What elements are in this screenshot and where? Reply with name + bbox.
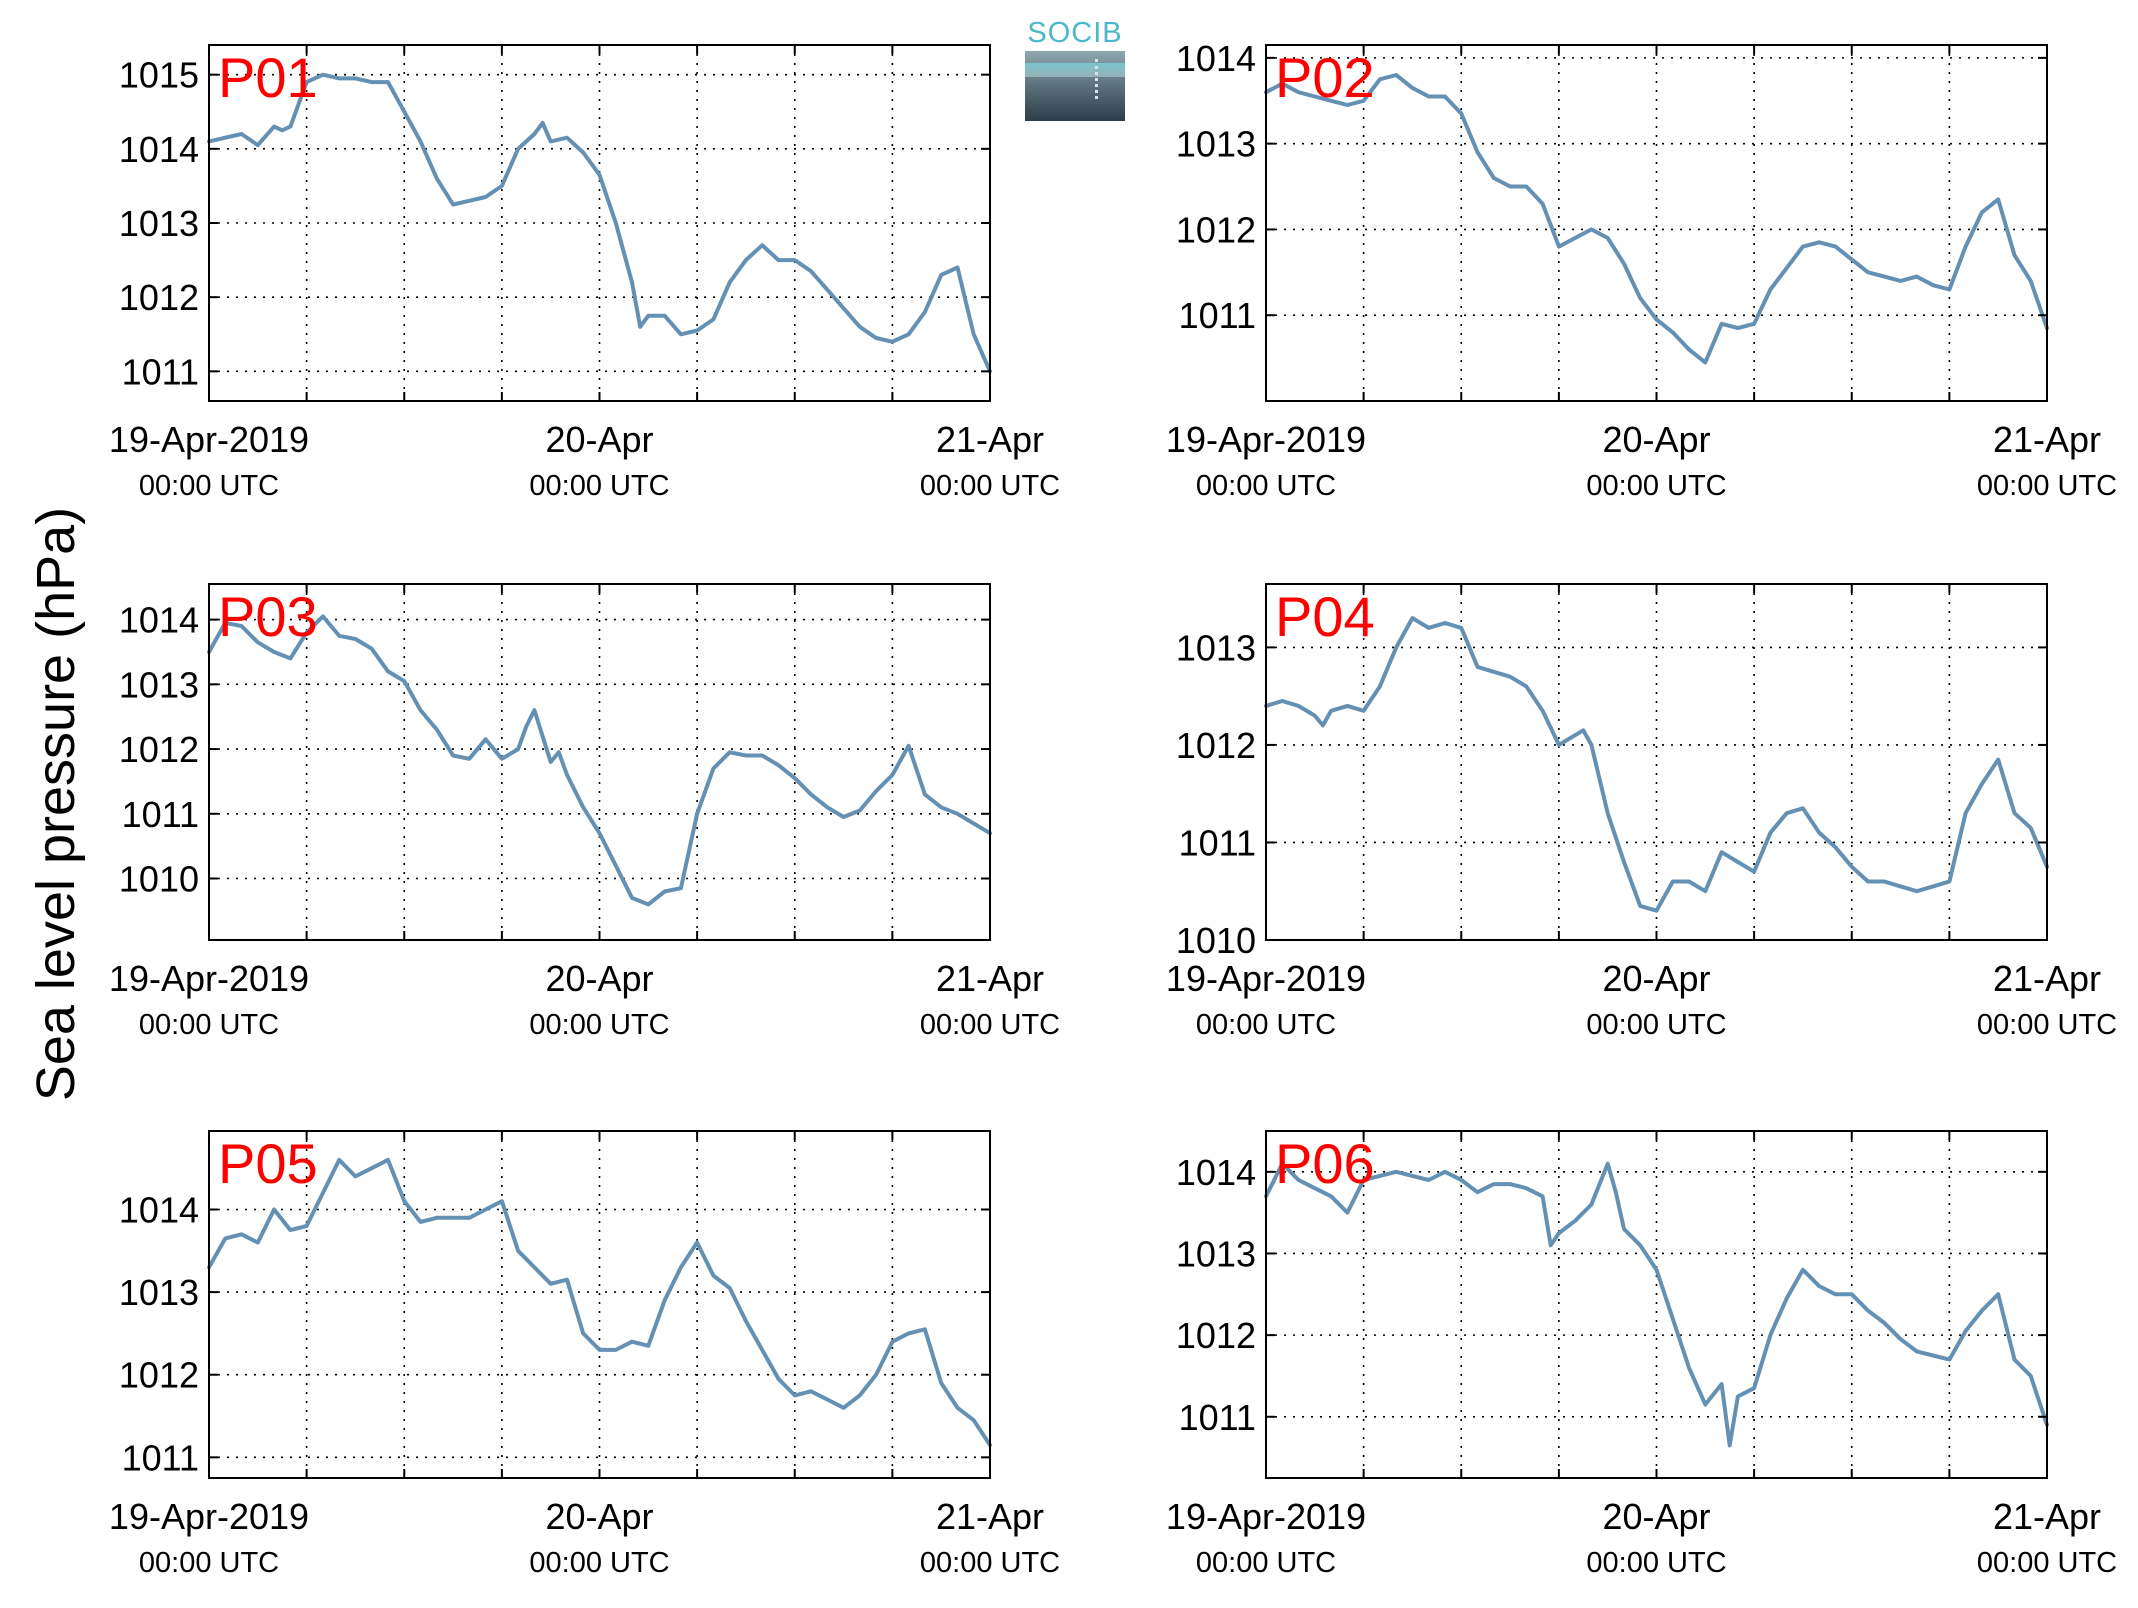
- x-tick-label-time: 00:00 UTC: [1196, 1547, 1336, 1579]
- y-tick-label: 1013: [119, 203, 199, 244]
- y-tick-label: 1011: [1179, 295, 1256, 336]
- x-tick-label-date: 21-Apr: [936, 958, 1044, 999]
- y-tick-label: 1011: [122, 1437, 199, 1478]
- y-tick-label: 1012: [1176, 725, 1256, 766]
- station-label-p04: P04: [1275, 585, 1375, 648]
- station-label-p05: P05: [218, 1132, 318, 1195]
- y-tick-label: 1012: [1176, 209, 1256, 250]
- y-axis-label: Sea level pressure (hPa): [26, 506, 86, 1102]
- panel-p03: 1010 1011 1012 1013 1014 19-Apr-2019 00:00 UTC…: [109, 583, 1060, 1041]
- pressure-series-line: [1264, 616, 2049, 913]
- x-tick-label-date: 19-Apr-2019: [1166, 419, 1366, 460]
- x-tick-label-time: 00:00 UTC: [920, 470, 1060, 502]
- x-tick-label-time: 00:00 UTC: [1196, 470, 1336, 502]
- y-tick-label: 1012: [119, 729, 199, 770]
- x-tick-label-date: 19-Apr-2019: [1166, 958, 1366, 999]
- y-tick-label: 1011: [1179, 822, 1256, 863]
- x-tick-label-date: 21-Apr: [1993, 419, 2101, 460]
- x-tick-label-time: 00:00 UTC: [1586, 1009, 1726, 1041]
- panel-p02: 1011 1012 1013 1014 19-Apr-2019 00:00 UTC 20-A…: [1166, 38, 2117, 502]
- pressure-series-line: [207, 614, 992, 907]
- pressure-series-line: [207, 72, 992, 374]
- station-label-p01: P01: [218, 46, 318, 109]
- y-tick-label: 1013: [1176, 124, 1256, 165]
- x-tick-label-time: 00:00 UTC: [1977, 1547, 2117, 1579]
- station-label-p06: P06: [1275, 1132, 1375, 1195]
- y-tick-label: 1013: [1176, 627, 1256, 668]
- y-tick-label: 1013: [1176, 1233, 1256, 1274]
- plot-frame: [1265, 44, 2048, 402]
- socib-logo: SOCIB: [1025, 17, 1125, 121]
- y-tick-label: 1011: [122, 794, 199, 835]
- x-tick-label-time: 00:00 UTC: [529, 1009, 669, 1041]
- socib-logo-graphic: [1025, 51, 1125, 121]
- x-tick-label-date: 19-Apr-2019: [1166, 1496, 1366, 1537]
- x-tick-label-date: 21-Apr: [936, 1496, 1044, 1537]
- y-tick-label: 1012: [1176, 1315, 1256, 1356]
- y-tick-label: 1011: [122, 351, 199, 392]
- x-tick-label-date: 21-Apr: [1993, 958, 2101, 999]
- x-tick-label-time: 00:00 UTC: [1977, 470, 2117, 502]
- x-tick-label-time: 00:00 UTC: [920, 1547, 1060, 1579]
- y-tick-label: 1011: [1179, 1397, 1256, 1438]
- socib-logo-dotted-line: [1095, 59, 1098, 99]
- x-tick-label-time: 00:00 UTC: [139, 1009, 279, 1041]
- y-tick-label: 1014: [1176, 1152, 1256, 1193]
- x-tick-label-time: 00:00 UTC: [139, 1547, 279, 1579]
- y-tick-label: 1010: [119, 859, 199, 900]
- panel-p01: 1011 1012 1013 1014 1015 19-Apr-2019 00:00 UTC…: [109, 44, 1060, 502]
- x-tick-label-time: 00:00 UTC: [1586, 1547, 1726, 1579]
- plot-frame: [208, 583, 991, 941]
- pressure-series-line: [1264, 73, 2049, 365]
- y-tick-label: 1015: [119, 55, 199, 96]
- x-tick-label-date: 19-Apr-2019: [109, 1496, 309, 1537]
- panel-p06: 1011 1012 1013 1014 19-Apr-2019 00:00 UTC 20-A…: [1166, 1130, 2117, 1579]
- x-tick-label-date: 21-Apr: [1993, 1496, 2101, 1537]
- y-tick-label: 1012: [119, 1355, 199, 1396]
- panel-p04: 1010 1011 1012 1013 19-Apr-2019 00:00 UTC 20-A…: [1166, 583, 2117, 1041]
- y-tick-label: 1010: [1176, 920, 1256, 961]
- x-tick-label-time: 00:00 UTC: [1586, 470, 1726, 502]
- y-tick-label: 1014: [119, 129, 199, 170]
- pressure-series-line: [1264, 1161, 2049, 1448]
- socib-logo-water-band: [1025, 63, 1125, 77]
- x-tick-label-date: 19-Apr-2019: [109, 958, 309, 999]
- x-tick-label-time: 00:00 UTC: [139, 470, 279, 502]
- x-tick-label-time: 00:00 UTC: [529, 1547, 669, 1579]
- x-tick-label-time: 00:00 UTC: [1196, 1009, 1336, 1041]
- x-tick-label-date: 20-Apr: [1602, 1496, 1710, 1537]
- y-tick-label: 1013: [119, 1272, 199, 1313]
- plot-frame: [1265, 1130, 2048, 1479]
- x-tick-label-time: 00:00 UTC: [529, 470, 669, 502]
- x-tick-label-date: 21-Apr: [936, 419, 1044, 460]
- x-tick-label-date: 20-Apr: [545, 958, 653, 999]
- x-tick-label-date: 20-Apr: [1602, 419, 1710, 460]
- x-tick-label-date: 20-Apr: [545, 419, 653, 460]
- station-label-p03: P03: [218, 585, 318, 648]
- y-tick-label: 1014: [1176, 38, 1256, 79]
- x-tick-label-date: 20-Apr: [1602, 958, 1710, 999]
- panel-p05: 1011 1012 1013 1014 19-Apr-2019 00:00 UTC 20-A…: [109, 1130, 1060, 1579]
- x-tick-label-date: 20-Apr: [545, 1496, 653, 1537]
- station-label-p02: P02: [1275, 46, 1375, 109]
- y-tick-label: 1014: [119, 1189, 199, 1230]
- y-tick-label: 1012: [119, 277, 199, 318]
- socib-logo-text: SOCIB: [1027, 17, 1123, 49]
- x-tick-label-time: 00:00 UTC: [920, 1009, 1060, 1041]
- y-tick-label: 1013: [119, 664, 199, 705]
- x-tick-label-date: 19-Apr-2019: [109, 419, 309, 460]
- y-tick-label: 1014: [119, 600, 199, 641]
- x-tick-label-time: 00:00 UTC: [1977, 1009, 2117, 1041]
- pressure-series-line: [207, 1157, 992, 1447]
